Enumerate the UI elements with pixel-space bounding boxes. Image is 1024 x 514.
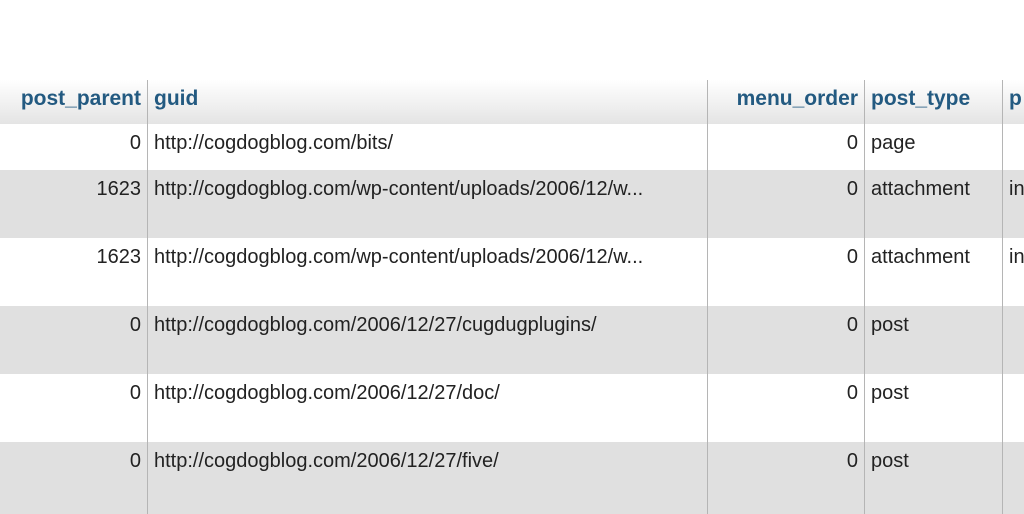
table-row[interactable]: 0 http://cogdogblog.com/bits/0 page <box>0 124 1024 170</box>
cell-post-parent: 1623 <box>0 238 148 306</box>
cell-guid: http://cogdogblog.com/2006/12/27/doc/ <box>148 374 708 442</box>
table-row[interactable]: 0 http://cogdogblog.com/2006/12/27/doc/0 p… <box>0 374 1024 442</box>
column-header-menu-order[interactable]: menu_order <box>708 80 865 124</box>
table-header: post_parent guid menu_order post_type p <box>0 80 1024 125</box>
table-row[interactable]: 0 http://cogdogblog.com/2006/12/27/five/0… <box>0 442 1024 514</box>
cell-post-parent: 0 <box>0 442 148 514</box>
cell-p: in <box>1009 178 1024 200</box>
cell-post-type: post <box>865 374 1003 442</box>
cell-p <box>1003 124 1024 170</box>
column-header-guid[interactable]: guid <box>148 80 708 124</box>
cell-p <box>1003 442 1024 514</box>
cell-menu-order: 0 <box>708 170 865 238</box>
column-header-post-type[interactable]: post_type <box>865 80 1003 124</box>
cell-p <box>1003 374 1024 442</box>
cell-menu-order: 0 <box>708 442 865 514</box>
cell-menu-order: 0 <box>708 306 865 374</box>
cell-post-parent: 0 <box>0 306 148 374</box>
cell-post-type: post <box>865 442 1003 514</box>
cell-guid: http://cogdogblog.com/wp-content/uploads… <box>148 238 708 306</box>
cell-post-type: page <box>865 124 1003 170</box>
cell-guid: http://cogdogblog.com/wp-content/uploads… <box>148 170 708 238</box>
cell-p <box>1003 306 1024 374</box>
column-header-post-parent[interactable]: post_parent <box>0 80 148 124</box>
cell-post-parent: 1623 <box>0 170 148 238</box>
cell-menu-order: 0 <box>708 238 865 306</box>
cell-post-type: attachment <box>865 238 1003 306</box>
table-row[interactable]: 0 http://cogdogblog.com/2006/12/27/cugdug… <box>0 306 1024 374</box>
cell-guid: http://cogdogblog.com/2006/12/27/cugdugp… <box>148 306 708 374</box>
cell-post-type: attachment <box>865 170 1003 238</box>
cell-guid: http://cogdogblog.com/2006/12/27/five/ <box>148 442 708 514</box>
table-row[interactable]: 1623 http://cogdogblog.com/wp-content/upl… <box>0 238 1024 306</box>
column-header-partial[interactable]: p <box>1009 87 1022 110</box>
cell-menu-order: 0 <box>708 374 865 442</box>
cell-menu-order: 0 <box>708 124 865 170</box>
cell-post-parent: 0 <box>0 374 148 442</box>
cell-post-parent: 0 <box>0 124 148 170</box>
cell-guid: http://cogdogblog.com/bits/ <box>148 124 708 170</box>
cell-post-type: post <box>865 306 1003 374</box>
cell-p: in <box>1009 246 1024 268</box>
table-row[interactable]: 1623 http://cogdogblog.com/wp-content/upl… <box>0 170 1024 238</box>
